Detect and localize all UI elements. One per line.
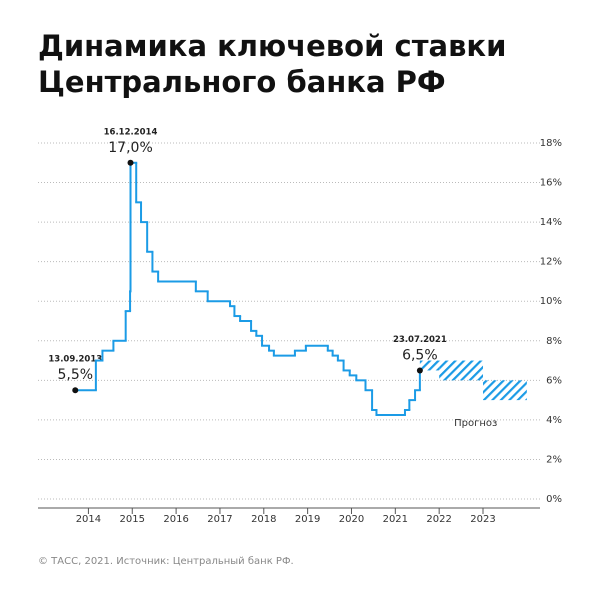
y-tick-label: 16% xyxy=(540,178,562,189)
source: © ТАСС, 2021. Источник: Центральный банк… xyxy=(38,556,294,567)
date-label: 23.07.2021 xyxy=(393,335,447,345)
y-tick-label: 10% xyxy=(540,296,562,307)
value-label: 6,5% xyxy=(402,347,438,363)
x-tick-label: 2019 xyxy=(295,514,320,525)
forecast-label: Прогноз xyxy=(454,418,497,429)
y-tick-label: 8% xyxy=(546,336,562,347)
point xyxy=(127,159,134,166)
value-label: 17,0% xyxy=(108,140,152,156)
point xyxy=(416,367,423,374)
chart-title: Центрального банка РФ xyxy=(38,65,446,99)
y-tick-label: 4% xyxy=(546,415,562,426)
y-tick-label: 2% xyxy=(546,454,562,465)
x-tick-label: 2018 xyxy=(251,514,276,525)
forecast-range xyxy=(419,360,440,371)
forecast-range xyxy=(439,360,484,381)
y-tick-label: 12% xyxy=(540,257,562,268)
value-label: 5,5% xyxy=(57,367,93,383)
x-tick-label: 2021 xyxy=(383,514,408,525)
x-tick-label: 2022 xyxy=(426,514,451,525)
date-label: 13.09.2013 xyxy=(48,355,102,365)
date-label: 16.12.2014 xyxy=(104,127,158,137)
x-tick-label: 2020 xyxy=(339,514,364,525)
forecast-range xyxy=(483,380,527,401)
y-tick-label: 18% xyxy=(540,138,562,149)
x-tick-label: 2016 xyxy=(163,514,188,525)
y-tick-label: 6% xyxy=(546,375,562,386)
point xyxy=(72,387,79,394)
x-tick-label: 2017 xyxy=(207,514,232,525)
y-tick-label: 0% xyxy=(546,494,562,505)
chart-title: Динамика ключевой ставки xyxy=(38,29,506,63)
x-tick-label: 2015 xyxy=(120,514,145,525)
x-tick-label: 2014 xyxy=(76,514,101,525)
x-tick-label: 2023 xyxy=(470,514,495,525)
y-tick-label: 14% xyxy=(540,217,562,228)
